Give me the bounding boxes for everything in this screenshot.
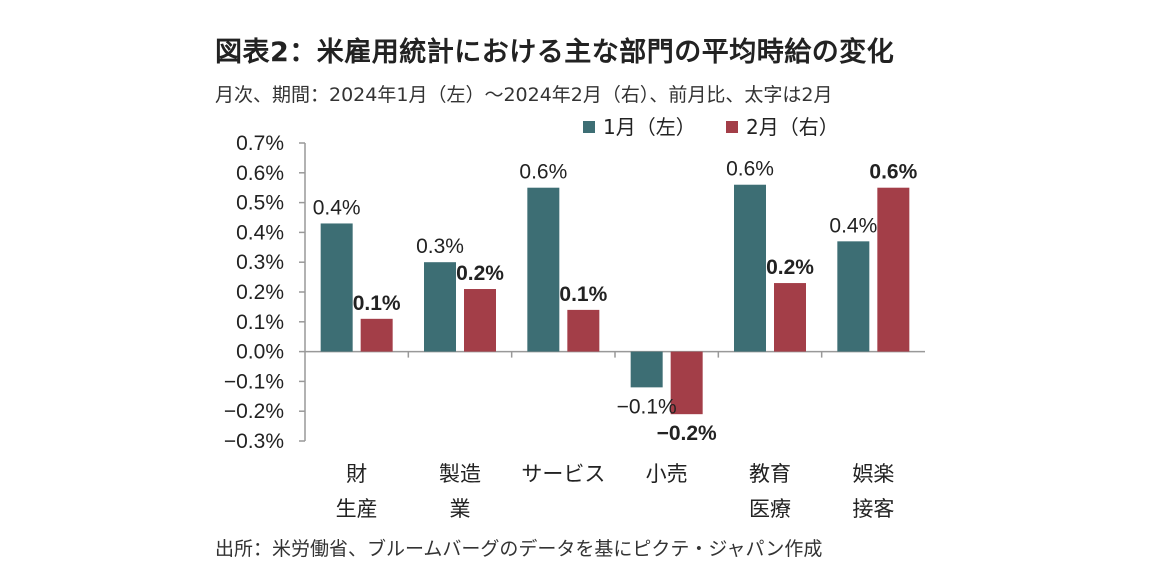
chart-title: 図表2：米雇用統計における主な部門の平均時給の変化 [215,37,895,68]
y-tick-label: 0.6% [236,162,284,185]
data-label-jan: −0.1% [617,395,677,418]
data-label-jan: 0.4% [313,196,361,219]
bar-feb [877,187,910,352]
bar-feb [360,318,393,352]
bar-jan [527,187,560,352]
legend-label-feb: 2月（右） [746,115,839,139]
y-tick-label: −0.1% [224,370,284,393]
legend-swatch-feb [726,121,738,133]
y-tick-label: −0.2% [224,400,284,423]
chart-legend: 1月（左） 2月（右） [583,115,839,139]
y-tick-label: −0.3% [224,430,284,453]
data-label-jan: 0.4% [829,214,877,237]
data-label-feb: 0.2% [456,262,504,285]
data-label-feb: 0.2% [766,256,814,279]
category-label: 教育 [749,462,791,486]
category-label: 娯楽 [852,462,894,486]
legend-label-jan: 1月（左） [603,115,696,139]
bar-feb [774,283,806,352]
category-label: 小売 [646,462,688,486]
y-tick-label: 0.3% [236,251,284,274]
category-label: 生産 [336,497,378,521]
data-label-feb: 0.1% [353,292,401,315]
y-tick-label: 0.2% [236,281,284,304]
bar-feb [464,289,496,352]
bar-jan [630,351,663,388]
chart-bars [320,184,910,415]
data-label-feb: 0.1% [559,283,607,306]
data-label-feb: 0.6% [869,161,917,184]
category-label: 医療 [749,497,791,521]
y-tick-label: 0.4% [236,221,284,244]
chart-axes: 0.7% 0.6% 0.5% 0.4% 0.3% 0.2% 0.1% 0.0% −0.1% −0.… [224,132,925,453]
data-label-jan: 0.6% [519,161,567,184]
category-label: 製造 [439,462,481,486]
y-tick-label: 0.0% [236,341,284,364]
category-label: 業 [450,497,471,521]
chart-source-note: 出所：米労働省、ブルームバーグのデータを基にピクテ・ジャパン作成 [215,538,823,560]
y-tick-label: 0.1% [236,311,284,334]
bar-jan [734,184,766,352]
data-label-jan: 0.6% [726,158,774,181]
category-label: 接客 [852,497,894,521]
bar-jan [320,223,353,352]
category-label: 財 [346,462,367,486]
bar-jan [837,241,870,352]
bar-feb [670,351,703,415]
chart-subtitle: 月次、期間：2024年1月（左）～2024年2月（右）、前月比、太字は2月 [215,84,833,106]
data-label-feb: −0.2% [657,422,717,445]
y-tick-label: 0.7% [236,132,284,155]
bar-jan [424,262,456,352]
chart-data-labels: 0.4% 0.1% 0.3% 0.2% 0.6% 0.1% −0.1% −0.2% 0.6% 0.… [313,158,918,445]
legend-swatch-jan [583,121,595,133]
bar-feb [567,309,600,352]
data-label-jan: 0.3% [416,235,464,258]
y-tick-label: 0.5% [236,192,284,215]
category-label: サービス [521,462,605,486]
